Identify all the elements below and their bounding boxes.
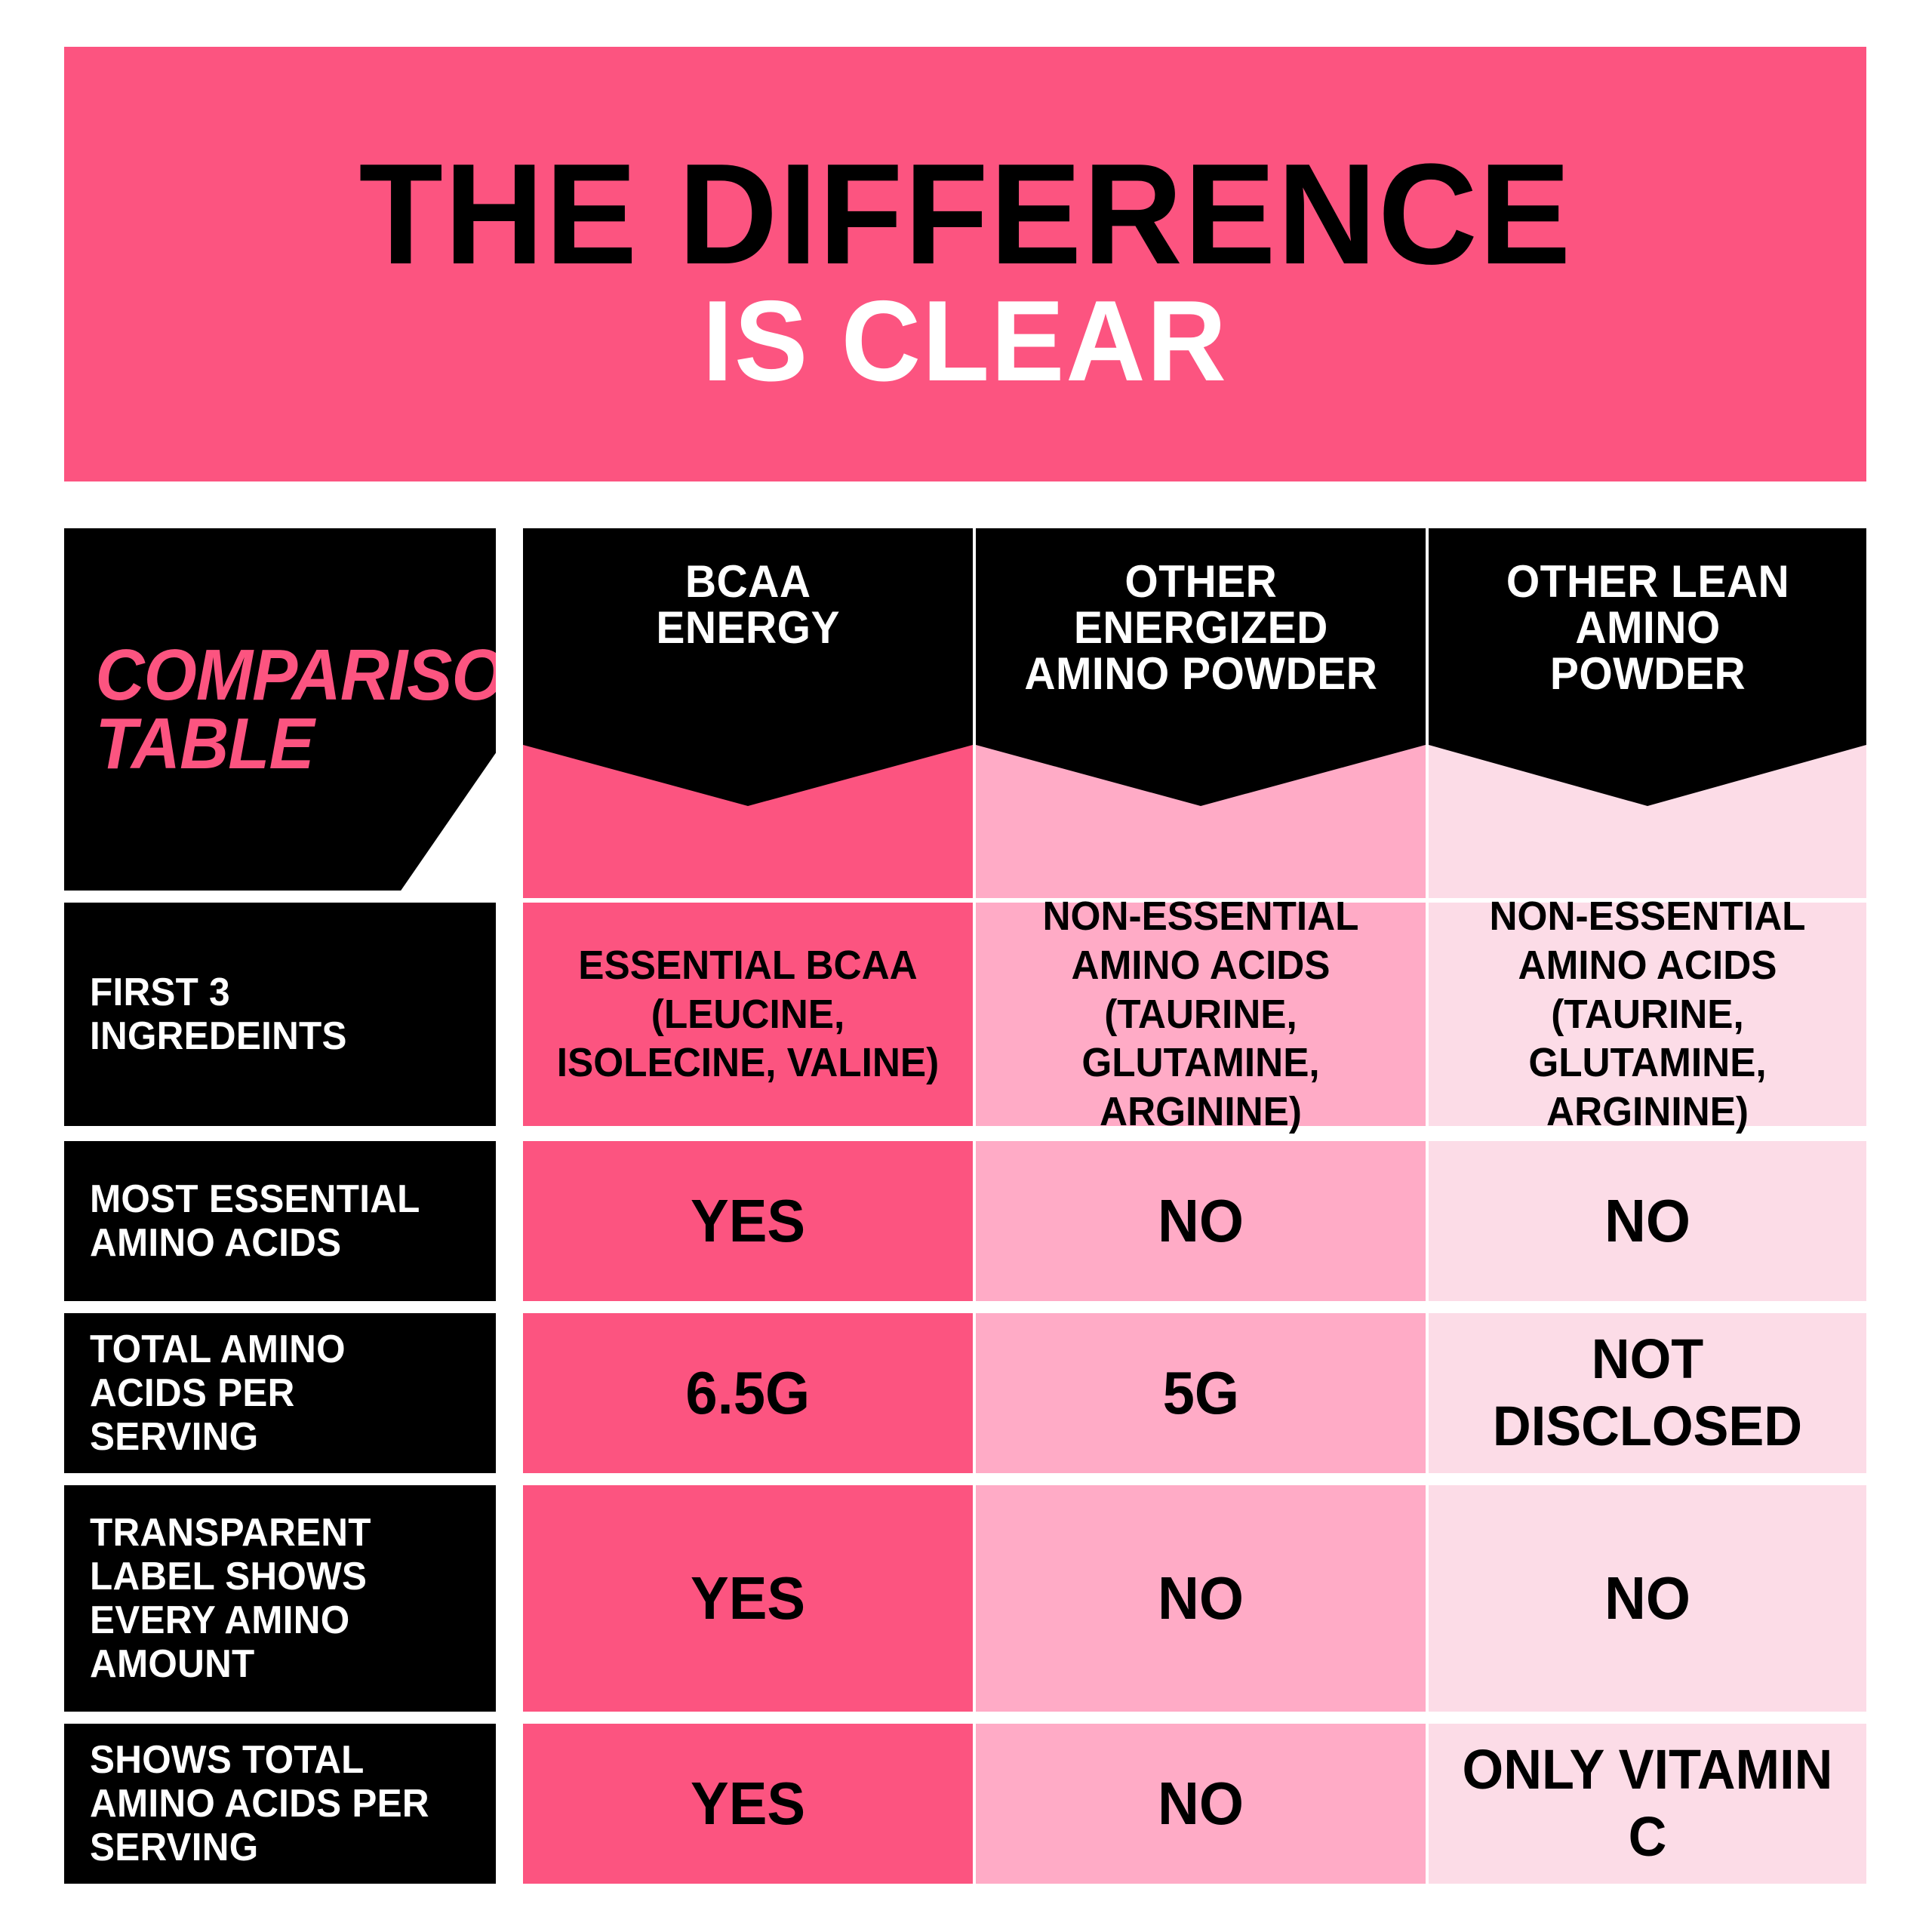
comparison-table-title-panel: COMPARISON TABLE [64,528,496,891]
cell-value: ESSENTIAL BCAA (LEUCINE, ISOLECINE, VALI… [556,942,940,1086]
banner-title-line1: THE DIFFERENCE [358,134,1572,295]
cell-value: NON-ESSENTIAL AMINO ACIDS (TAURINE, GLUT… [1489,894,1806,1135]
lean-line1: OTHER LEAN [1506,556,1789,607]
cell-bcaa: 6.5G [523,1313,973,1473]
cell-value: NOT DISCLOSED [1492,1327,1803,1457]
cell-value: YES [690,1564,806,1632]
energized-line3: AMINO POWDER [1023,648,1378,700]
bcaa-line1: BCAA [685,556,811,607]
cell-other-energized: NON-ESSENTIAL AMINO ACIDS (TAURINE, GLUT… [976,894,1426,1134]
cell-other-lean: NON-ESSENTIAL AMINO ACIDS (TAURINE, GLUT… [1429,894,1866,1134]
comparison-title-line1: COMPARISON [95,634,552,715]
table-row: SHOWS TOTAL AMINO ACIDS PER SERVING [64,1724,496,1884]
cell-value: NO [1158,1187,1244,1254]
cell-value: NO [1158,1564,1244,1632]
cell-other-energized: 5G [976,1313,1426,1473]
cell-value: NON-ESSENTIAL AMINO ACIDS (TAURINE, GLUT… [1042,894,1359,1135]
column-header-other-lean: OTHER LEAN AMINO POWDER [1429,528,1866,806]
cell-value: 6.5G [685,1359,811,1426]
table-row: TRANSPARENT LABEL SHOWS EVERY AMINO AMOU… [64,1485,496,1712]
cell-other-energized: NO [976,1724,1426,1884]
column-header-other-energized: OTHER ENERGIZED AMINO POWDER [976,528,1426,806]
row-label: SHOWS TOTAL AMINO ACIDS PER SERVING [90,1737,429,1870]
cell-value: NO [1158,1770,1244,1837]
cell-other-lean: NO [1429,1485,1866,1712]
cell-bcaa: YES [523,1141,973,1301]
table-row: FIRST 3 INGREDEINTS [64,903,496,1126]
cell-bcaa: ESSENTIAL BCAA (LEUCINE, ISOLECINE, VALI… [523,903,973,1126]
row-label: FIRST 3 INGREDEINTS [90,970,347,1058]
row-label: TOTAL AMINO ACIDS PER SERVING [90,1327,346,1460]
row-label: MOST ESSENTIAL AMINO ACIDS [90,1177,420,1265]
header-banner: THE DIFFERENCE IS CLEAR [64,47,1866,481]
cell-value: YES [690,1187,806,1254]
row-label: TRANSPARENT LABEL SHOWS EVERY AMINO AMOU… [90,1510,371,1687]
column-header-bcaa-energy: BCAA ENERGY [523,528,973,806]
table-row: MOST ESSENTIAL AMINO ACIDS [64,1141,496,1301]
cell-value: ONLY VITAMIN C [1462,1738,1833,1868]
cell-other-lean: ONLY VITAMIN C [1429,1724,1866,1884]
column-header-other-energized-label: OTHER ENERGIZED AMINO POWDER [1024,558,1377,697]
comparison-table-title: COMPARISON TABLE [64,634,552,784]
cell-other-energized: NO [976,1141,1426,1301]
column-header-other-lean-label: OTHER LEAN AMINO POWDER [1506,558,1789,697]
cell-value: NO [1604,1187,1690,1254]
banner-title-line2: IS CLEAR [702,276,1229,405]
cell-other-energized: NO [976,1485,1426,1712]
energized-line1: OTHER [1124,556,1277,607]
cell-value: NO [1604,1564,1690,1632]
cell-bcaa: YES [523,1485,973,1712]
table-row: TOTAL AMINO ACIDS PER SERVING [64,1313,496,1473]
energized-line2: ENERGIZED [1073,602,1328,654]
cell-other-lean: NOT DISCLOSED [1429,1313,1866,1473]
cell-value: 5G [1162,1359,1239,1426]
cell-bcaa: YES [523,1724,973,1884]
comparison-title-line2: TABLE [95,703,314,784]
bcaa-line2: ENERGY [656,602,840,654]
lean-line3: POWDER [1549,648,1746,700]
lean-line2: AMINO [1574,602,1721,654]
cell-value: YES [690,1770,806,1837]
column-header-bcaa-energy-label: BCAA ENERGY [656,558,840,651]
cell-other-lean: NO [1429,1141,1866,1301]
